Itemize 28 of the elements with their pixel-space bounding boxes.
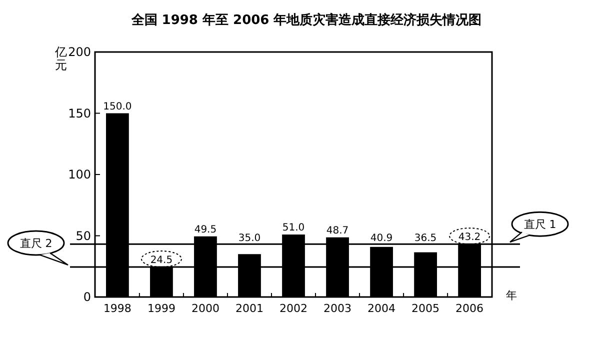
x-tick-label: 2006 [456, 302, 484, 315]
y-tick-label: 200 [68, 45, 91, 60]
data-label: 40.9 [370, 233, 393, 244]
data-label: 49.5 [194, 224, 217, 236]
x-tick-label: 2004 [368, 302, 396, 315]
data-label: 150.0 [103, 101, 132, 112]
x-axis-title: 年 [506, 289, 517, 302]
x-tick-label: 2005 [412, 302, 440, 315]
x-tick-label: 2001 [235, 302, 264, 315]
data-label: 35.0 [238, 233, 261, 244]
ref-line-label: 直尺 2 [20, 236, 52, 250]
x-tick-label: 1998 [103, 302, 132, 315]
y-tick-label: 0 [83, 290, 91, 304]
x-tick-label: 1999 [147, 302, 176, 315]
data-label: 43.2 [458, 232, 481, 244]
y-tick-label: 100 [68, 168, 91, 182]
x-tick-label: 2002 [280, 302, 308, 315]
x-tick-label: 2003 [324, 302, 352, 315]
data-label: 51.0 [282, 222, 305, 234]
data-label: 24.5 [150, 254, 173, 266]
x-tick-label: 2000 [191, 302, 220, 315]
y-tick-label: 50 [76, 228, 91, 243]
ref-line-label: 直尺 1 [524, 218, 556, 231]
data-label: 48.7 [326, 225, 349, 236]
y-axis-title: 亿元 [54, 45, 67, 72]
y-tick-label: 150 [68, 106, 91, 120]
chart-title: 全国 1998 年至 2006 年地质灾害造成直接经济损失情况图 [130, 12, 482, 28]
data-label: 36.5 [414, 233, 437, 244]
